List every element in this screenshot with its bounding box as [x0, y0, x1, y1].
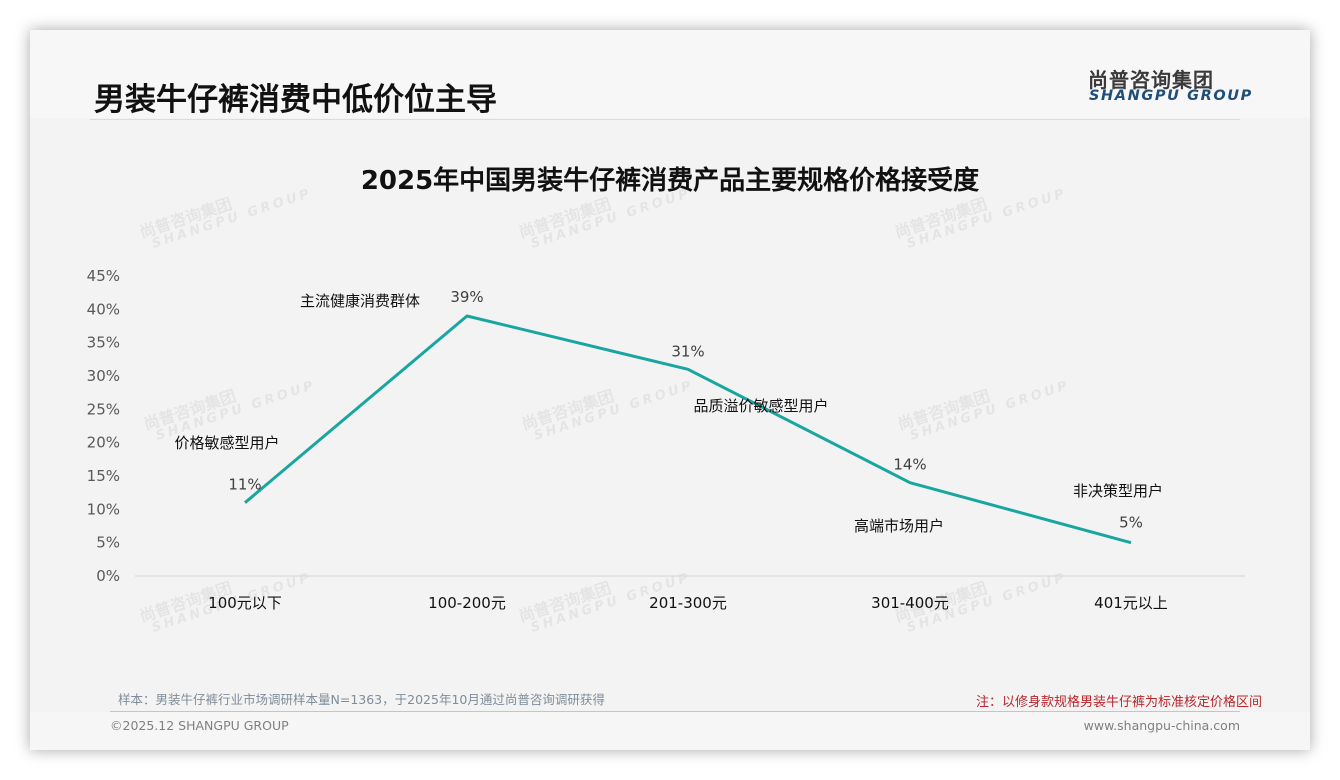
y-tick-label: 30% — [87, 367, 120, 385]
y-tick-label: 5% — [96, 534, 120, 552]
segment-annotation: 主流健康消费群体 — [300, 292, 420, 310]
segment-annotation: 品质溢价敏感型用户 — [693, 397, 828, 415]
chart-title: 2025年中国男装牛仔裤消费产品主要规格价格接受度 — [360, 166, 980, 196]
line-chart: 0% 5% 10% 15% 20% 25% 30% 35% 40% 45% 100元以下 100-2… — [87, 267, 1245, 612]
y-tick-label: 10% — [87, 500, 120, 518]
y-tick-label: 20% — [87, 434, 120, 452]
y-tick-label: 25% — [87, 400, 120, 418]
copyright: ©2025.12 SHANGPU GROUP — [110, 718, 289, 733]
y-axis: 0% 5% 10% 15% 20% 25% 30% 35% 40% 45% — [87, 267, 120, 585]
data-value-label: 39% — [450, 288, 483, 306]
x-tick-label: 100元以下 — [208, 594, 282, 612]
y-tick-label: 0% — [96, 567, 120, 585]
header-divider — [90, 119, 1240, 120]
data-value-label: 11% — [228, 476, 261, 494]
website-link[interactable]: www.shangpu-china.com — [1083, 718, 1240, 733]
segment-annotation: 非决策型用户 — [1073, 482, 1163, 500]
segment-annotation: 价格敏感型用户 — [174, 434, 279, 452]
y-tick-label: 35% — [87, 334, 120, 352]
data-value-label: 31% — [671, 342, 704, 360]
sample-note: 样本：男装牛仔裤行业市场调研样本量N=1363，于2025年10月通过尚普咨询调… — [118, 692, 605, 707]
data-value-label: 14% — [893, 456, 926, 474]
page-title: 男装牛仔裤消费中低价位主导 — [94, 82, 497, 118]
series-line — [244, 314, 1132, 545]
x-tick-label: 301-400元 — [871, 594, 949, 612]
x-tick-label: 100-200元 — [428, 594, 506, 612]
footer-band — [30, 712, 1310, 750]
header-band — [30, 30, 1310, 118]
data-value-label: 5% — [1119, 514, 1143, 532]
y-tick-label: 45% — [87, 267, 120, 285]
y-tick-label: 40% — [87, 300, 120, 318]
logo-english: SHANGPU GROUP — [1089, 88, 1253, 104]
value-labels: 11% 39% 31% 14% 5% — [228, 288, 1143, 532]
logo-chinese: 尚普咨询集团 — [1088, 68, 1214, 92]
y-tick-label: 15% — [87, 467, 120, 485]
slide: 男装牛仔裤消费中低价位主导 尚普咨询集团 SHANGPU GROUP 尚普咨询集… — [30, 30, 1310, 750]
segment-annotation: 高端市场用户 — [854, 517, 944, 535]
definition-note: 注：以修身款规格男装牛仔裤为标准核定价格区间 — [975, 695, 1262, 710]
x-axis: 100元以下 100-200元 201-300元 301-400元 401元以上 — [208, 594, 1168, 612]
x-tick-label: 401元以上 — [1094, 594, 1168, 612]
footer-divider — [110, 711, 1240, 712]
x-tick-label: 201-300元 — [649, 594, 727, 612]
